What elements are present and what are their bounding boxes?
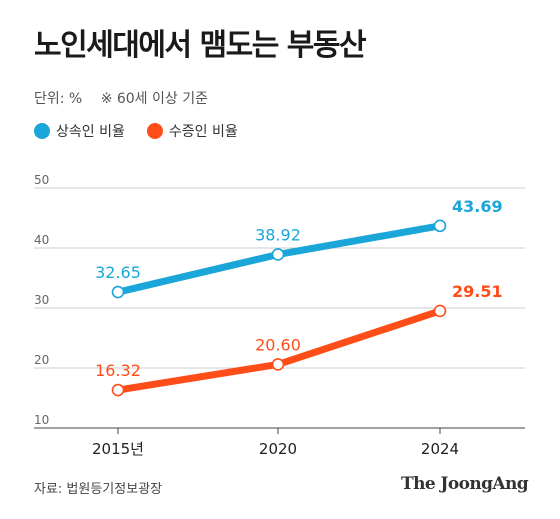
data-label-1-2: 29.51 xyxy=(452,282,503,301)
legend: 상속인 비율 수증인 비율 xyxy=(34,121,260,141)
data-point-0-0 xyxy=(111,285,125,299)
legend-label-inheritance: 상속인 비율 xyxy=(56,124,125,140)
y-tick-20: 20 xyxy=(34,353,49,367)
legend-swatch-gift xyxy=(146,123,163,139)
x-tick-0: 2015년 xyxy=(92,440,144,458)
data-point-1-1 xyxy=(271,358,285,371)
data-label-0-2: 43.69 xyxy=(452,197,503,216)
legend-label-gift: 수증인 비율 xyxy=(168,124,238,140)
unit-label: 단위: % xyxy=(34,91,83,107)
data-label-1-0: 16.32 xyxy=(95,361,141,380)
y-tick-30: 30 xyxy=(34,293,49,307)
data-point-0-1 xyxy=(271,248,285,261)
subtitle: 단위: % ※ 60세 이상 기준 xyxy=(34,88,222,108)
legend-item-inheritance: 상속인 비율 xyxy=(34,121,125,141)
data-label-0-1: 38.92 xyxy=(255,225,301,244)
y-tick-50: 50 xyxy=(34,173,49,187)
data-point-0-2 xyxy=(433,219,447,233)
source-note: 자료: 법원등기정보광장 xyxy=(34,482,163,497)
brand-logo: The JoongAng xyxy=(401,474,529,494)
chart-title: 노인세대에서 맴도는 부동산 xyxy=(34,28,367,63)
basis-note: ※ 60세 이상 기준 xyxy=(100,91,208,107)
x-tick-2: 2024 xyxy=(421,440,459,458)
x-tick-1: 2020 xyxy=(259,440,297,458)
data-label-0-0: 32.65 xyxy=(95,263,141,282)
data-label-1-1: 20.60 xyxy=(255,335,301,354)
y-tick-40: 40 xyxy=(34,233,49,247)
y-tick-10: 10 xyxy=(34,413,49,427)
legend-item-gift: 수증인 비율 xyxy=(146,121,238,141)
data-point-1-2 xyxy=(433,304,447,318)
line-chart: 10 20 30 40 50 2015년 2020 2024 32.65 38.92 43.69 16… xyxy=(34,173,525,458)
data-point-1-0 xyxy=(111,383,125,397)
legend-swatch-inheritance xyxy=(34,123,50,139)
